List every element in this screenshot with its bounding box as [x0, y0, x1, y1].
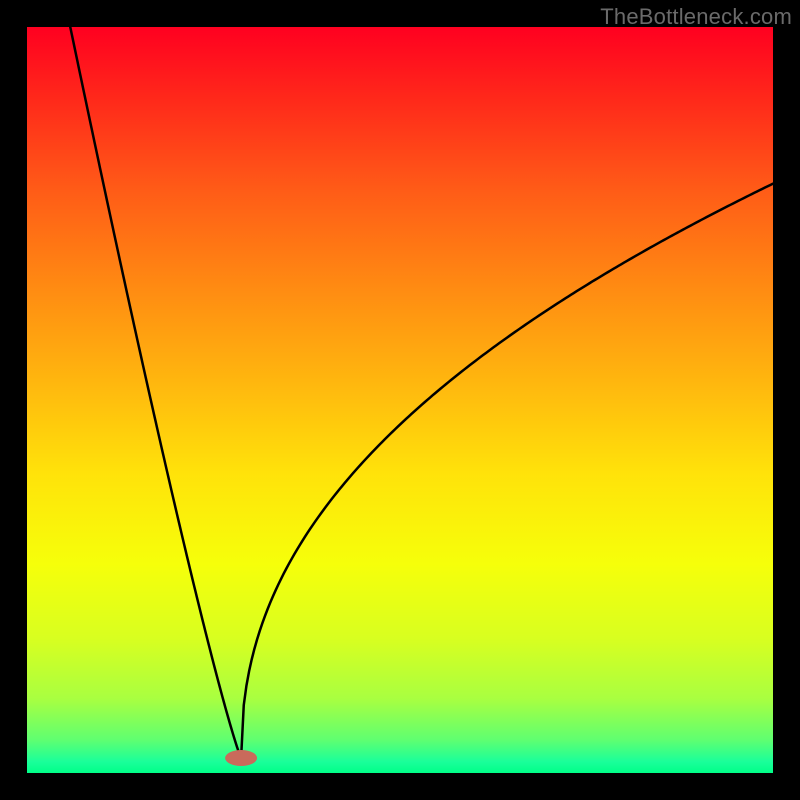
chart-container: TheBottleneck.com	[0, 0, 800, 800]
bottleneck-chart	[0, 0, 800, 800]
watermark-text: TheBottleneck.com	[600, 4, 792, 30]
